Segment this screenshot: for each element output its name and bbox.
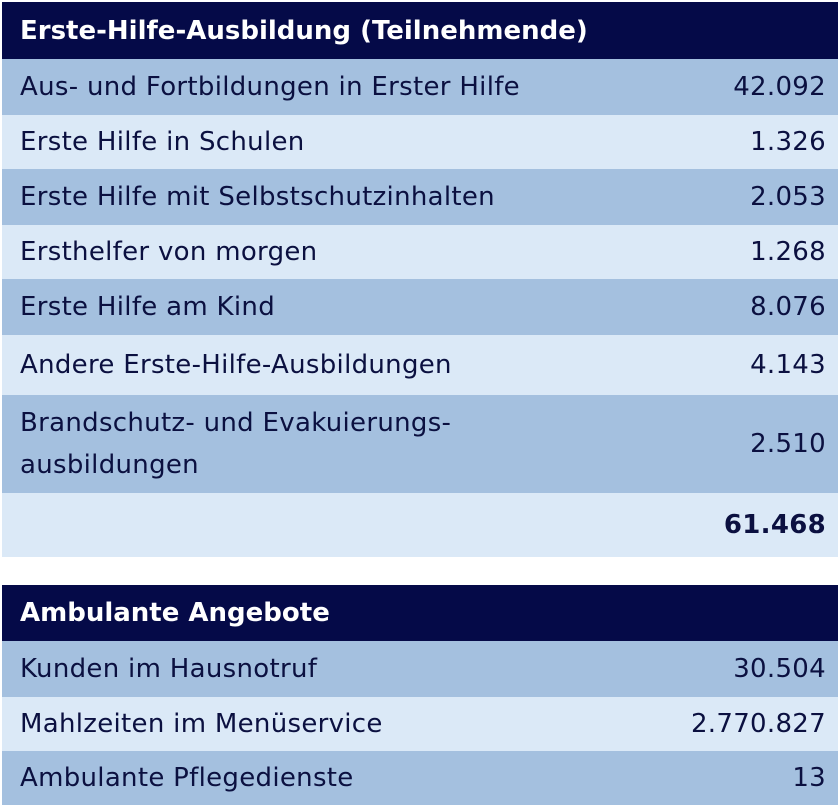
table-row: Erste Hilfe am Kind 8.076 xyxy=(2,279,838,335)
row-value: 1.326 xyxy=(750,127,826,157)
row-label-line: ausbildungen xyxy=(20,450,199,480)
row-label: Andere Erste-Hilfe-Ausbildungen xyxy=(20,350,452,380)
row-label: Erste Hilfe mit Selbstschutzinhalten xyxy=(20,182,495,212)
table-title: Ambulante Angebote xyxy=(20,598,330,628)
row-label: Erste Hilfe in Schulen xyxy=(20,127,305,157)
table-header: Erste-Hilfe-Ausbildung (Teilnehmende) xyxy=(2,2,838,59)
table-row: Mahlzeiten im Menüservice 2.770.827 xyxy=(2,697,838,751)
row-label: Kunden im Hausnotruf xyxy=(20,654,318,684)
ambulatory-services-table: Ambulante Angebote Kunden im Hausnotruf … xyxy=(2,585,838,805)
row-label: Mahlzeiten im Menüservice xyxy=(20,709,383,739)
row-label: Brandschutz- und Evakuierungs- ausbildun… xyxy=(20,402,451,486)
row-label-line: Brandschutz- und Evakuierungs- xyxy=(20,408,452,438)
table-row: Kunden im Hausnotruf 30.504 xyxy=(2,641,838,697)
row-value: 1.268 xyxy=(750,237,826,267)
total-value: 61.468 xyxy=(723,510,826,540)
row-label: Ersthelfer von morgen xyxy=(20,237,318,267)
row-value: 2.510 xyxy=(750,429,826,459)
row-label: Erste Hilfe am Kind xyxy=(20,292,276,322)
table-title: Erste-Hilfe-Ausbildung (Teilnehmende) xyxy=(20,15,588,46)
row-value: 2.770.827 xyxy=(690,709,826,739)
row-value: 8.076 xyxy=(750,292,826,322)
table-row: Erste Hilfe mit Selbstschutzinhalten 2.0… xyxy=(2,169,838,225)
row-value: 4.143 xyxy=(750,350,826,380)
row-value: 13 xyxy=(792,763,826,793)
table-row: Ersthelfer von morgen 1.268 xyxy=(2,225,838,279)
total-row: 61.468 xyxy=(2,493,838,557)
row-value: 30.504 xyxy=(733,654,826,684)
row-label: Aus- und Fortbildungen in Erster Hilfe xyxy=(20,72,520,102)
table-row: Ambulante Pflegedienste 13 xyxy=(2,751,838,805)
table-header: Ambulante Angebote xyxy=(2,585,838,641)
row-value: 2.053 xyxy=(750,182,826,212)
table-row: Andere Erste-Hilfe-Ausbildungen 4.143 xyxy=(2,335,838,395)
table-row: Aus- und Fortbildungen in Erster Hilfe 4… xyxy=(2,59,838,115)
first-aid-training-table: Erste-Hilfe-Ausbildung (Teilnehmende) Au… xyxy=(2,2,838,557)
row-label: Ambulante Pflegedienste xyxy=(20,763,354,793)
table-row: Erste Hilfe in Schulen 1.326 xyxy=(2,115,838,169)
row-value: 42.092 xyxy=(733,72,826,102)
table-row: Brandschutz- und Evakuierungs- ausbildun… xyxy=(2,395,838,493)
